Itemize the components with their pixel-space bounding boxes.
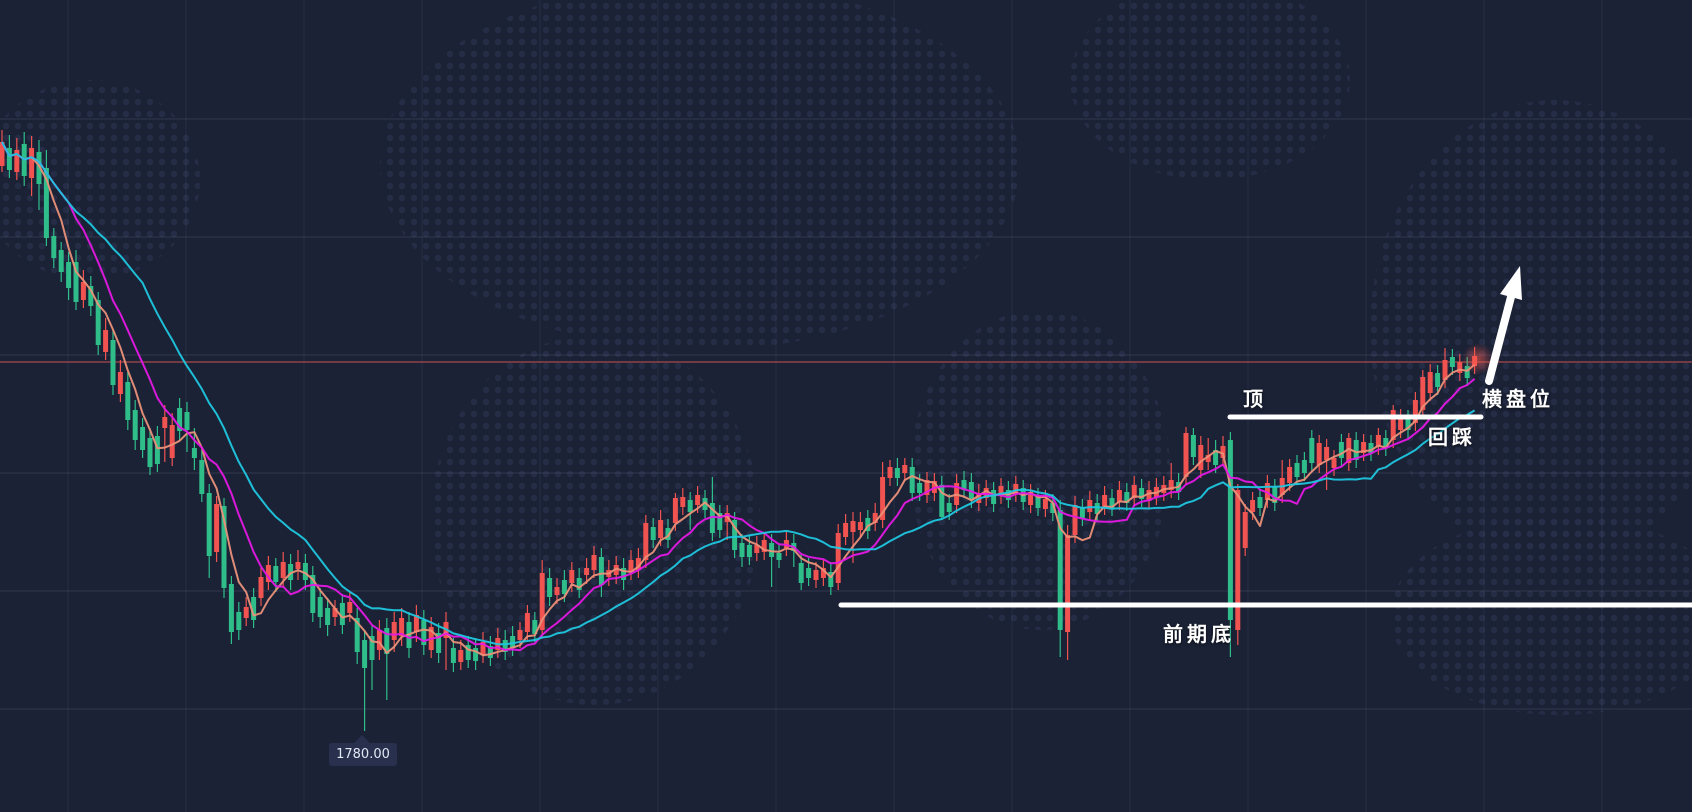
ma20-line <box>1 141 1476 646</box>
world-map-dots <box>1390 515 1692 715</box>
annotation-sideways-label: 横盘位 <box>1482 387 1554 411</box>
annotation-previous-bottom-label: 前期底 <box>1163 622 1235 646</box>
world-map-dots <box>910 310 1170 630</box>
ma5-line <box>1 141 1476 657</box>
world-map-dots <box>0 80 200 280</box>
world-map-dots <box>1370 100 1692 560</box>
world-map-dots <box>430 335 760 705</box>
world-map-dots <box>380 0 1020 350</box>
price-tooltip-value: 1780.00 <box>336 747 390 762</box>
price-tooltip: 1780.00 <box>329 735 397 766</box>
ma10-line <box>1 141 1476 652</box>
latest-price-glow <box>1462 343 1494 375</box>
tooltip-pointer-icon <box>353 735 371 744</box>
world-map-dots <box>1070 0 1350 180</box>
annotation-pullback-label: 回踩 <box>1428 425 1476 449</box>
breakout-arrow[interactable] <box>1485 266 1522 385</box>
annotation-top-label: 顶 <box>1243 387 1267 411</box>
